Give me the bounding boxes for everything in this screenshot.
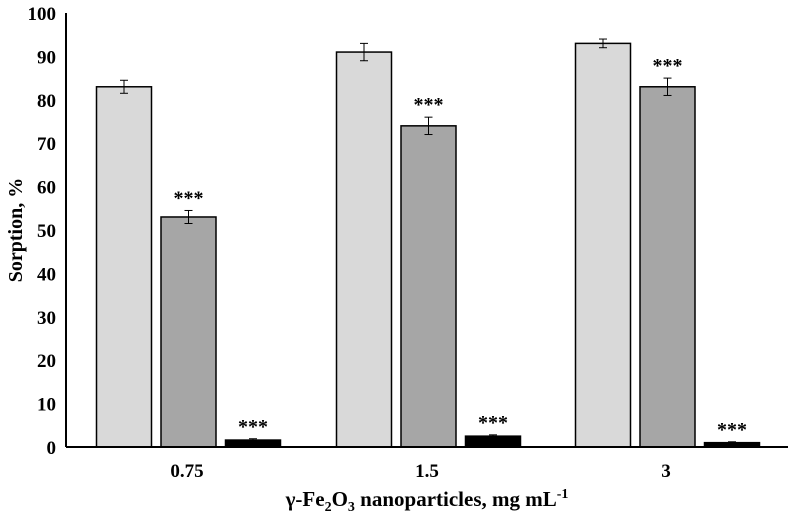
x-tick-label: 3: [661, 461, 671, 482]
y-tick-label: 60: [37, 178, 56, 199]
y-tick-label: 20: [37, 351, 56, 372]
y-tick-label: 30: [37, 308, 56, 329]
significance-label: ***: [174, 187, 204, 209]
bar: [160, 216, 217, 448]
x-axis-ticks: 0.75 1.5 3: [170, 461, 670, 482]
y-axis-ticks: 0 10 20 30 40 50 60 70 80 90 100: [28, 4, 57, 459]
bar: [574, 42, 632, 448]
bar: [400, 125, 457, 448]
y-tick-label: 90: [37, 47, 56, 68]
y-tick-label: 80: [37, 91, 56, 112]
bar: [335, 51, 393, 448]
significance-label: ***: [717, 419, 747, 441]
y-axis-label: Sorption, %: [5, 178, 27, 282]
y-tick-label: 0: [47, 438, 57, 459]
significance-label: ***: [653, 55, 683, 77]
bars: *** *** *** *** *** ***: [95, 38, 761, 448]
y-tick-label: 10: [37, 395, 56, 416]
y-tick-label: 40: [37, 264, 56, 285]
x-axis-label: γ-Fe2O3 nanoparticles, mg mL-1: [285, 487, 569, 515]
y-tick-label: 70: [37, 134, 56, 155]
y-tick-label: 100: [28, 4, 57, 25]
significance-label: ***: [414, 94, 444, 116]
bar: [639, 86, 696, 448]
significance-label: ***: [478, 412, 508, 434]
bar: [95, 86, 153, 448]
x-tick-label: 1.5: [415, 461, 439, 482]
x-tick-label: 0.75: [170, 461, 203, 482]
y-tick-label: 50: [37, 221, 56, 242]
significance-label: ***: [238, 416, 268, 438]
